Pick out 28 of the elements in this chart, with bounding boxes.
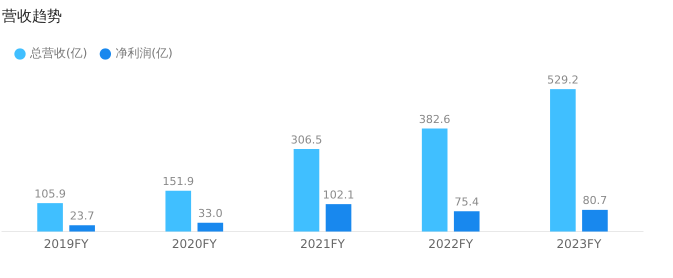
data-label: 529.2 xyxy=(547,73,579,86)
data-label: 75.4 xyxy=(454,196,479,209)
bar xyxy=(165,190,192,232)
legend-label: 净利润(亿) xyxy=(115,46,173,60)
x-tick-label: 2019FY xyxy=(44,236,90,251)
bar xyxy=(550,89,576,232)
x-tick-label: 2020FY xyxy=(172,236,218,251)
data-label: 306.5 xyxy=(290,133,322,146)
data-label: 80.7 xyxy=(582,194,608,208)
x-tick-label: 2022FY xyxy=(428,236,474,251)
data-label: 23.7 xyxy=(70,210,94,223)
bar xyxy=(582,210,608,232)
bar xyxy=(454,211,480,232)
bar xyxy=(326,204,352,232)
x-tick-label: 2023FY xyxy=(556,236,602,251)
bar xyxy=(69,225,95,232)
x-tick-label: 2021FY xyxy=(300,236,346,251)
bar xyxy=(198,222,224,232)
data-label: 382.6 xyxy=(418,112,450,126)
data-label: 105.9 xyxy=(34,187,66,200)
bar xyxy=(422,128,448,232)
data-label: 102.1 xyxy=(322,188,354,202)
bar xyxy=(37,203,63,232)
data-label: 33.0 xyxy=(198,207,223,220)
bar xyxy=(294,149,320,232)
chart-title: 营收趋势 xyxy=(2,6,62,25)
data-label: 151.9 xyxy=(162,175,194,188)
legend-label: 总营收(亿) xyxy=(29,46,88,60)
